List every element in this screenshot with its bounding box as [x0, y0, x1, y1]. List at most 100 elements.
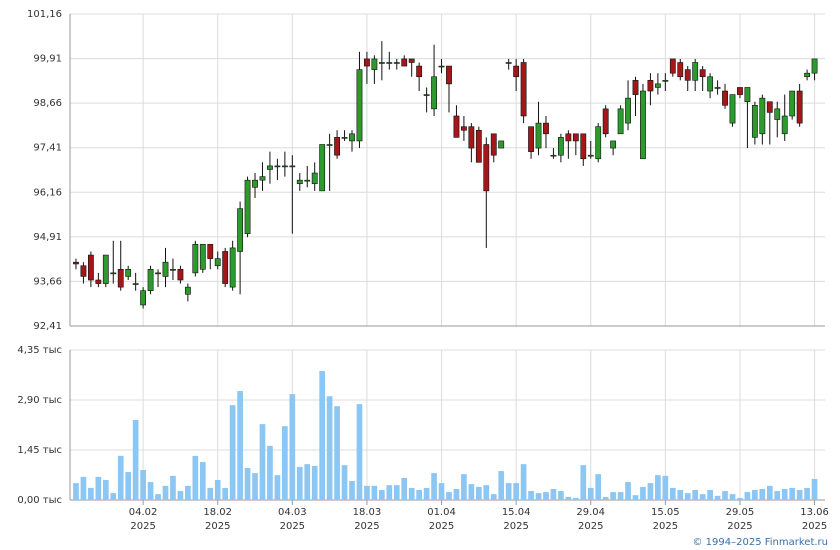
- volume-bar: [334, 406, 340, 500]
- x-tick-label: 04.02: [129, 507, 158, 518]
- candle-body: [334, 137, 340, 156]
- volume-bar: [349, 481, 355, 500]
- y-tick-label: 1,45 тыс: [17, 445, 62, 456]
- volume-bar: [155, 494, 161, 500]
- candle-body: [714, 87, 721, 89]
- volume-bar: [237, 391, 243, 500]
- candle-body: [438, 65, 445, 68]
- volume-bar: [468, 484, 475, 500]
- candle-body: [781, 115, 788, 135]
- candle-body: [699, 69, 706, 78]
- candle-body: [557, 137, 564, 156]
- volume-bar: [475, 486, 482, 500]
- volume-bar: [371, 485, 378, 500]
- x-tick-year: 2025: [354, 521, 379, 532]
- y-tick-label: 96,16: [33, 187, 62, 198]
- volume-bar: [565, 496, 572, 500]
- candle-body: [483, 144, 490, 192]
- volume-bar: [304, 464, 311, 500]
- candle-body: [729, 94, 736, 124]
- volume-bar: [610, 492, 616, 500]
- candle-body: [572, 133, 579, 142]
- y-tick-label: 0,00 тыс: [17, 495, 62, 506]
- candle-body: [281, 165, 288, 168]
- candle-body: [259, 176, 266, 181]
- volume-bar: [729, 494, 736, 500]
- volume-bar: [811, 478, 818, 500]
- volume-bar: [408, 487, 415, 500]
- candle-body: [304, 179, 311, 182]
- volume-bar: [692, 490, 699, 500]
- x-tick-year: 2025: [503, 521, 528, 532]
- volume-bar: [580, 465, 587, 500]
- candle-body: [80, 265, 87, 277]
- candle-body: [751, 104, 758, 138]
- x-tick-year: 2025: [429, 521, 454, 532]
- volume-bar: [379, 490, 385, 500]
- copyright-link[interactable]: © 1994–2025 Finmarket.ru: [692, 537, 828, 548]
- volume-bar: [416, 490, 422, 500]
- volume-bar: [789, 487, 796, 500]
- volume-bar: [640, 486, 646, 500]
- candle-body: [737, 87, 743, 95]
- candle-body: [610, 140, 617, 149]
- volume-bar: [535, 493, 542, 500]
- candle-body: [804, 72, 811, 78]
- y-tick-label: 4,35 тыс: [17, 345, 62, 356]
- candle-body: [311, 172, 318, 185]
- candle-body: [170, 269, 176, 271]
- volume-bar: [558, 491, 564, 500]
- candle-body: [692, 62, 699, 81]
- volume-bar: [289, 394, 296, 500]
- volume-bar: [543, 492, 549, 500]
- x-tick-label: 13.06: [800, 507, 829, 518]
- volume-bar: [177, 491, 184, 500]
- candle-body: [431, 76, 437, 110]
- candle-body: [214, 258, 221, 267]
- x-tick-label: 29.05: [726, 507, 755, 518]
- volume-bar: [125, 472, 132, 500]
- volume-bar: [319, 371, 325, 500]
- y-tick-label: 94,91: [33, 232, 62, 243]
- x-tick-label: 18.03: [353, 507, 382, 518]
- candle-body: [595, 126, 602, 160]
- volume-bar: [311, 465, 318, 500]
- candle-body: [587, 154, 594, 157]
- volume-bar: [393, 485, 400, 500]
- volume-bar: [267, 445, 273, 500]
- volume-bar: [229, 405, 236, 500]
- candle-body: [192, 244, 199, 274]
- candle-body: [393, 62, 400, 64]
- x-tick-label: 15.05: [651, 507, 680, 518]
- candle-body: [147, 269, 154, 291]
- volume-bar: [80, 476, 87, 500]
- volume-bar: [192, 455, 199, 500]
- candle-body: [505, 62, 512, 64]
- candle-body: [550, 154, 557, 157]
- candle-body: [520, 62, 527, 117]
- x-tick-label: 04.03: [278, 507, 307, 518]
- volume-bar: [759, 488, 766, 500]
- x-tick-year: 2025: [578, 521, 603, 532]
- volume-bar: [341, 465, 348, 500]
- x-tick-label: 29.04: [576, 507, 605, 518]
- candle-body: [535, 122, 542, 149]
- candle-body: [468, 126, 475, 149]
- volume-bar: [222, 487, 229, 500]
- candle-body: [528, 126, 534, 152]
- volume-bar: [88, 487, 94, 500]
- volume-bar: [662, 475, 669, 500]
- volume-bar: [147, 482, 154, 500]
- candle-body: [177, 269, 184, 281]
- candle-body: [796, 90, 803, 124]
- volume-bar: [401, 477, 408, 500]
- volume-bar: [632, 495, 639, 500]
- volume-bar: [438, 483, 445, 500]
- candle-body: [766, 101, 773, 113]
- x-tick-year: 2025: [205, 521, 230, 532]
- volume-bar: [617, 492, 624, 500]
- candle-body: [378, 62, 385, 64]
- candle-body: [237, 208, 244, 252]
- volume-bar: [356, 404, 363, 500]
- x-tick-label: 18.02: [203, 507, 232, 518]
